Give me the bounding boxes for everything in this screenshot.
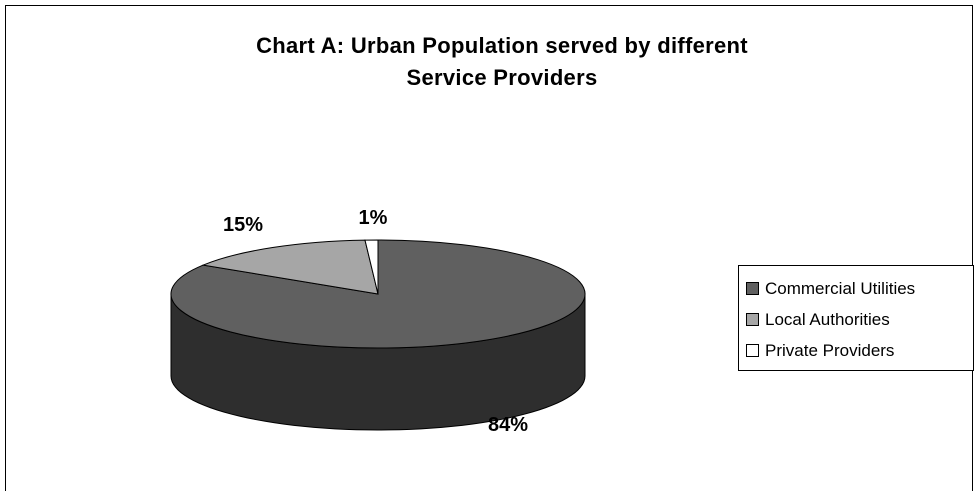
pie-slice-local-authorities (201, 239, 379, 295)
data-label-commercial-utilities: 84% (488, 414, 528, 436)
chart-title-line-2: Service Providers (406, 65, 598, 90)
pie-slice-private-providers (364, 239, 379, 295)
legend-item-local-authorities: Local Authorities (746, 304, 973, 335)
legend-item-commercial-utilities: Commercial Utilities (746, 273, 973, 304)
chart-title-line-1: Chart A: Urban Population served by diff… (256, 33, 748, 58)
data-label-local-authorities: 15% (223, 214, 263, 236)
legend-swatch-private-providers (746, 344, 759, 357)
pie-slice-commercial-utilities (170, 239, 586, 349)
legend-label-private-providers: Private Providers (765, 340, 895, 360)
legend-label-commercial-utilities: Commercial Utilities (765, 278, 916, 298)
data-label-private-providers: 1% (359, 207, 388, 229)
legend: Commercial Utilities Local Authorities P… (738, 265, 974, 371)
legend-swatch-local-authorities (746, 313, 759, 326)
legend-item-private-providers: Private Providers (746, 335, 973, 366)
chart-title: Chart A: Urban Population served by diff… (0, 30, 980, 94)
legend-label-local-authorities: Local Authorities (765, 309, 890, 329)
legend-swatch-commercial-utilities (746, 282, 759, 295)
